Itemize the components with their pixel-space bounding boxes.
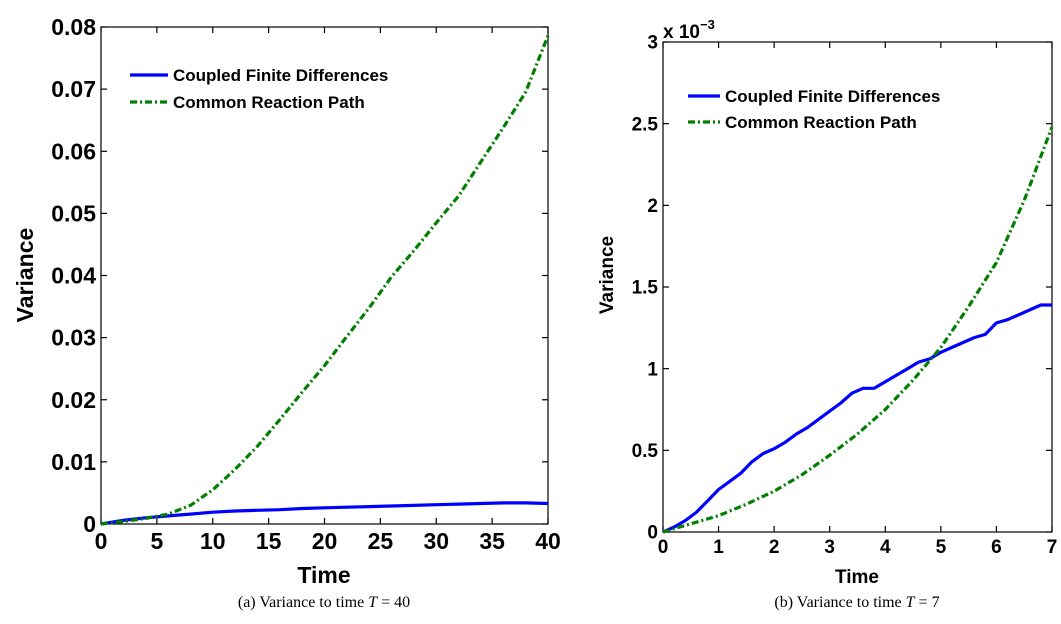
y-tick-label: 0.08 xyxy=(51,14,96,40)
y-tick-label: 0.02 xyxy=(51,387,96,413)
x-tick-label: 5 xyxy=(936,537,947,558)
chart-b: 0 1 2 3 4 5 6 7 0 0.5 1 1.5 2 2.5 3 Coupled Finite Dif… xyxy=(597,17,1057,611)
y-tick-label: 3 xyxy=(647,33,658,54)
x-tick-label: 40 xyxy=(535,528,561,554)
y-tick-label: 0.5 xyxy=(632,441,659,462)
y-tick-label: 0.05 xyxy=(51,200,96,226)
series-b xyxy=(662,126,1054,534)
y-multiplier-b: x 10−3 xyxy=(663,17,715,43)
x-tick-label: 20 xyxy=(312,528,338,554)
chart-a: 0 5 10 15 20 25 30 35 40 0 0.01 0.02 0.03 0.04 0.05 0.0… xyxy=(12,14,561,611)
y-tick-label: 2 xyxy=(647,196,658,217)
x-tick-label: 7 xyxy=(1047,537,1058,558)
legend-label: Common Reaction Path xyxy=(725,113,917,132)
y-axis-label-b: Variance xyxy=(597,236,618,314)
x-tick-label: 25 xyxy=(368,528,394,554)
x-axis-label-b: Time xyxy=(835,567,879,588)
x-tick-label: 10 xyxy=(200,528,226,554)
y-multiplier-base-b: x 10 xyxy=(663,22,700,43)
x-tick-label: 35 xyxy=(479,528,505,554)
x-tick-label: 4 xyxy=(880,537,891,558)
y-tick-label: 0 xyxy=(647,523,658,544)
legend-label: Coupled Finite Differences xyxy=(173,66,388,85)
caption-b: (b) Variance to time T = 7 xyxy=(774,594,939,611)
x-tick-label: 0 xyxy=(658,537,669,558)
y-tick-label: 0.01 xyxy=(51,449,96,475)
x-tick-label: 15 xyxy=(256,528,282,554)
series-line-common-reaction-path xyxy=(100,35,550,526)
legend-a: Coupled Finite Differences Common Reactio… xyxy=(130,66,388,112)
y-tick-label: 0.03 xyxy=(51,325,96,351)
series-line-coupled-finite-differences xyxy=(100,501,549,526)
x-tick-label: 1 xyxy=(713,537,724,558)
x-tick-label: 0 xyxy=(95,528,108,554)
legend-label: Common Reaction Path xyxy=(173,93,365,112)
y-tick-label: 0.07 xyxy=(51,76,96,102)
y-tick-label: 2.5 xyxy=(632,114,659,135)
y-tick-label: 1 xyxy=(647,359,658,380)
y-tick-label: 0.04 xyxy=(51,263,96,289)
series-line-coupled-finite-differences xyxy=(662,303,1052,534)
y-tick-label: 0.06 xyxy=(51,138,96,164)
x-tick-label: 5 xyxy=(150,528,163,554)
ticks-a: 0 5 10 15 20 25 30 35 40 0 0.01 0.02 0.03 0.04 0.05 0.0… xyxy=(51,14,561,554)
x-tick-label: 2 xyxy=(769,537,780,558)
x-axis-label-a: Time xyxy=(297,562,350,588)
y-tick-label: 0 xyxy=(83,511,96,537)
y-tick-label: 1.5 xyxy=(632,278,659,299)
x-tick-label: 3 xyxy=(824,537,835,558)
legend-label: Coupled Finite Differences xyxy=(725,87,940,106)
legend-b: Coupled Finite Differences Common Reactio… xyxy=(688,87,940,132)
x-tick-label: 30 xyxy=(423,528,449,554)
series-line-common-reaction-path xyxy=(662,126,1054,534)
caption-a: (a) Variance to time T = 40 xyxy=(238,594,410,611)
y-multiplier-exponent-b: −3 xyxy=(700,17,715,32)
series-a xyxy=(100,35,550,526)
x-tick-label: 6 xyxy=(991,537,1002,558)
ticks-b: 0 1 2 3 4 5 6 7 0 0.5 1 1.5 2 2.5 3 xyxy=(632,33,1058,558)
y-axis-label-a: Variance xyxy=(12,228,38,323)
